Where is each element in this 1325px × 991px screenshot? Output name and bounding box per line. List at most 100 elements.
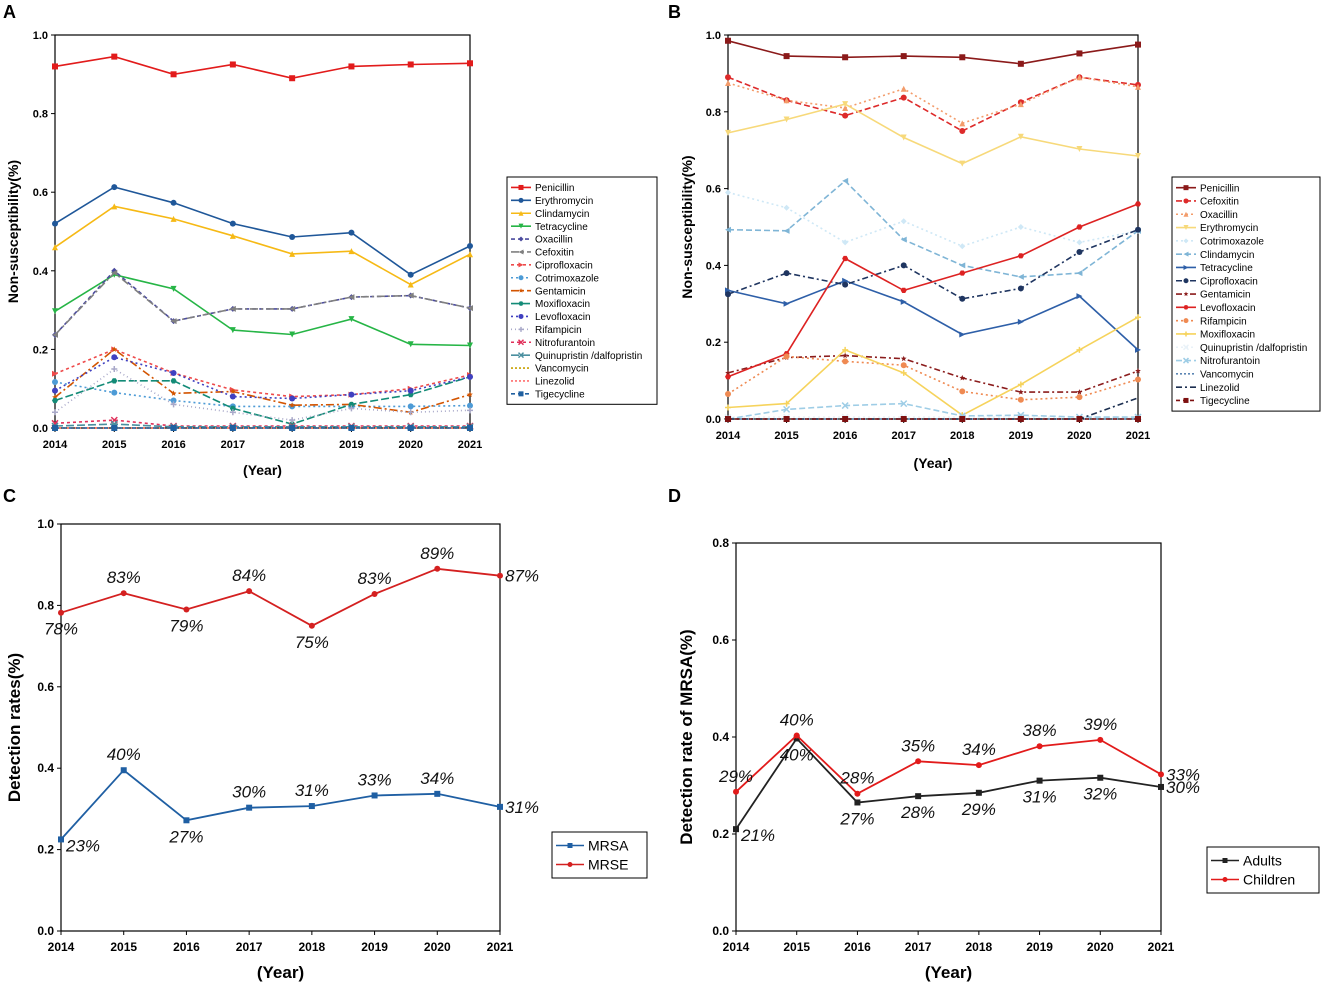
panel-b-ytick-label: 0.4 <box>706 260 722 272</box>
panel-b-point-tigecycline <box>725 416 731 422</box>
panel-b-point-cotrimoxazole <box>959 243 966 250</box>
panel-a-legend-marker <box>518 313 524 319</box>
panel-c-point-mrsa <box>120 767 127 774</box>
panel-b-point-penicillin <box>725 37 731 44</box>
panel-d-point-adults <box>1036 777 1043 784</box>
panel-b-point-gentamicin <box>900 355 907 362</box>
panel-b-point-oxacillin <box>1135 83 1141 90</box>
panel-b-xtick-label: 2019 <box>1009 430 1033 442</box>
panel-a-series-erythromycin <box>52 184 473 278</box>
panel-a-xtick-label: 2018 <box>280 439 304 451</box>
panel-d-xtick-label: 2019 <box>1026 940 1053 954</box>
panel-a-point-erythromycin <box>52 220 58 227</box>
panel-b-point-ciprofloxacin <box>959 295 966 302</box>
panel-d-point-children <box>1097 736 1104 743</box>
panel-a-line-cotrimoxazole <box>54 381 471 408</box>
panel-b-point-ciprofloxacin <box>1135 226 1141 233</box>
panel-a-point-rifampicin <box>52 409 58 416</box>
panel-a-point-cotrimoxazole <box>467 402 473 409</box>
panel-b-point-cefoxitin <box>900 94 907 101</box>
panel-d-data-label: 28% <box>900 803 935 822</box>
panel-d-data-label: 34% <box>962 740 996 759</box>
panel-c-point-mrse <box>497 572 503 579</box>
panel-c-data-label: 27% <box>168 827 203 846</box>
panel-a-point-gentamicin <box>230 388 236 394</box>
panel-a-legend-label-penicillin: Penicillin <box>535 183 574 194</box>
panel-b-point-clindamycin <box>783 227 790 234</box>
panel-c-x-axis-title: (Year) <box>257 963 304 982</box>
panel-a-legend-box <box>506 176 658 405</box>
panel-b-point-tigecycline <box>959 416 966 422</box>
panel-b-legend-marker <box>1183 211 1189 217</box>
panel-b-point-ciprofloxacin <box>725 291 731 298</box>
panel-b-legend-label-oxacillin: Oxacillin <box>1200 210 1238 221</box>
panel-d-xtick-label: 2020 <box>1087 940 1114 954</box>
panel-b-ytick-label: 0.6 <box>706 184 721 196</box>
panel-a-ytick-label: 0.0 <box>33 423 48 435</box>
panel-a-legend-label-tetracycline: Tetracycline <box>535 222 588 233</box>
panel-a-point-cotrimoxazole <box>407 403 414 410</box>
panel-b-legend-label-cefoxitin: Cefoxitin <box>1200 197 1239 208</box>
panel-a-point-erythromycin <box>229 220 236 227</box>
panel-a-point-tigecycline <box>289 425 296 431</box>
panel-a-point-levofloxacin <box>407 387 414 394</box>
panel-a-point-clindamycin <box>407 281 414 288</box>
panel-b-point-oxacillin <box>783 97 790 104</box>
panel-a-point-tigecycline <box>229 425 236 431</box>
panel-b-legend-marker <box>1183 198 1189 204</box>
panel-a-point-gentamicin <box>170 390 177 396</box>
panel-c-point-mrsa <box>371 792 378 799</box>
panel-a-xtick-label: 2021 <box>458 439 482 451</box>
panel-c-xtick-label: 2014 <box>48 940 75 954</box>
panel-b-legend-box <box>1171 176 1321 412</box>
panel-b-point-penicillin <box>783 53 790 60</box>
panel-a-line-rifampicin <box>54 368 471 421</box>
panel-b-point-oxacillin <box>725 80 731 86</box>
panel-a-legend-label-levofloxacin: Levofloxacin <box>535 312 591 323</box>
panel-b-point-penicillin <box>1017 60 1024 67</box>
panel-b-point-moxifloxacin <box>842 346 849 353</box>
panel-a-point-moxifloxacin <box>348 401 355 408</box>
panel-d-point-adults <box>1158 783 1164 790</box>
panel-b-point-erythromycin <box>725 129 731 136</box>
panel-b-point-levofloxacin <box>1135 201 1141 207</box>
panel-b-series-tigecycline <box>725 416 1141 422</box>
panel-b-point-erythromycin <box>1135 152 1141 159</box>
panel-a-line-penicillin <box>54 55 471 80</box>
panel-b-line-cotrimoxazole <box>727 191 1139 248</box>
panel-a-point-clindamycin <box>348 248 355 255</box>
panel-b-point-penicillin <box>842 54 849 61</box>
panel-a-legend-label-tigecycline: Tigecycline <box>535 389 585 400</box>
panel-b-point-cotrimoxazole <box>900 218 907 225</box>
panel-b-point-rifampicin <box>842 358 849 365</box>
panel-a-legend-label-clindamycin: Clindamycin <box>535 209 589 220</box>
panel-b-point-ciprofloxacin <box>1076 248 1083 255</box>
panel-a-point-cefoxitin <box>229 305 236 312</box>
panel-d-point-adults <box>915 793 922 800</box>
panel-a-point-tetracycline <box>170 285 177 292</box>
panel-d-letter: D <box>668 486 681 506</box>
panel-c-data-label: 89% <box>420 544 454 563</box>
panel-b-legend-label-tigecycline: Tigecycline <box>1200 396 1250 407</box>
panel-a-xtick-label: 2015 <box>102 439 126 451</box>
panel-b-legend-label-rifampicin: Rifampicin <box>1200 316 1247 327</box>
panel-d-legend: Adults Children <box>1206 846 1320 894</box>
panel-b-legend-label-vancomycin: Vancomycin <box>1200 369 1254 380</box>
panel-b-point-rifampicin <box>1017 396 1024 403</box>
panel-c-ytick-label: 0.4 <box>37 761 54 775</box>
panel-d-ytick-label: 0.2 <box>712 827 729 841</box>
panel-c-point-mrse <box>371 591 378 598</box>
panel-a-legend-label-vancomycin: Vancomycin <box>535 364 589 375</box>
panel-b-line-gentamicin <box>727 354 1139 393</box>
panel-b-xtick-label: 2021 <box>1126 430 1150 442</box>
panel-d-data-label: 33% <box>1166 765 1200 784</box>
panel-a-ytick-label: 1.0 <box>33 30 48 42</box>
panel-c-point-mrse <box>308 622 315 629</box>
panel-a-point-erythromycin <box>170 199 177 206</box>
panel-a-point-cotrimoxazole <box>52 379 58 386</box>
panel-a-point-penicillin <box>229 61 236 68</box>
panel-a-point-levofloxacin <box>170 369 177 376</box>
panel-c-legend: MRSA MRSE <box>551 831 648 879</box>
panel-b-letter: B <box>668 2 681 22</box>
panel-c-xtick-label: 2017 <box>236 940 263 954</box>
